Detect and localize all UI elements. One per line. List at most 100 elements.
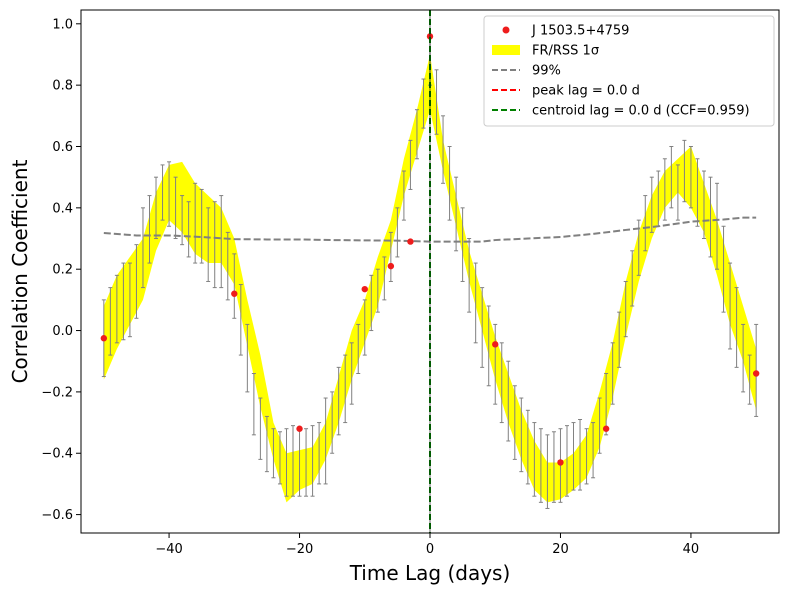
- ccf-point: [231, 290, 238, 297]
- errorbar: [434, 69, 439, 135]
- legend-band-patch: [492, 45, 520, 55]
- errorbar: [512, 385, 517, 460]
- y-tick-label: −0.4: [41, 447, 73, 462]
- legend-box: [483, 15, 775, 127]
- errorbar: [636, 219, 641, 276]
- x-axis-ticks: −40 −20 0 20 40: [155, 533, 699, 557]
- errorbar: [564, 425, 569, 497]
- errorbar: [421, 78, 426, 129]
- y-tick-label: −0.2: [41, 385, 73, 400]
- errorbar: [656, 170, 661, 227]
- errorbar: [649, 176, 654, 233]
- errorbar: [701, 170, 706, 240]
- errorbar: [591, 422, 596, 479]
- errorbar: [395, 207, 400, 258]
- x-tick-label: 20: [552, 542, 569, 557]
- ccf-points-layer: [100, 33, 760, 466]
- errorbar: [486, 305, 491, 387]
- errorbar: [467, 238, 472, 313]
- errorbar: [134, 244, 139, 319]
- errorbar: [362, 299, 367, 356]
- errorbar: [545, 434, 550, 509]
- ccf-point: [407, 238, 414, 245]
- errorbar: [747, 354, 752, 405]
- ccf-point: [296, 425, 303, 432]
- errorbar: [532, 422, 537, 497]
- errorbar: [245, 323, 250, 393]
- errorbar: [212, 201, 217, 289]
- ccf-point: [492, 341, 499, 348]
- x-axis-label: Time Lag (days): [349, 561, 511, 585]
- errorbar: [734, 287, 739, 368]
- errorbar: [741, 323, 746, 393]
- fr-rss-band: [103, 54, 757, 503]
- errorbar: [408, 139, 413, 190]
- y-axis-label: Correlation Coefficient: [8, 159, 32, 383]
- errorbar: [682, 139, 687, 203]
- y-tick-label: 0.4: [52, 201, 73, 216]
- ccf-point: [752, 370, 760, 377]
- errorbar: [630, 250, 635, 307]
- significance-layer: [103, 216, 757, 243]
- legend: J 1503.5+4759 FR/RSS 1σ 99% peak lag = 0…: [483, 15, 775, 127]
- errorbar: [114, 274, 119, 344]
- y-tick-label: 0.6: [52, 140, 73, 155]
- ccf-point: [387, 262, 395, 270]
- ccf-point: [557, 459, 564, 466]
- errorbar: [493, 323, 498, 405]
- errorbar: [721, 225, 726, 313]
- errorbar: [525, 409, 530, 485]
- errorbar: [675, 164, 680, 221]
- errorbar: [617, 311, 622, 368]
- errorbar: [356, 323, 361, 374]
- errorbar: [369, 274, 374, 332]
- errorbar: [382, 256, 387, 301]
- errorbar: [349, 342, 354, 405]
- errorbar: [121, 262, 126, 341]
- legend-peak-label: peak lag = 0.0 d: [532, 84, 640, 99]
- errorbar: [538, 428, 543, 503]
- y-tick-label: −0.6: [41, 508, 73, 523]
- errorbar: [604, 372, 609, 436]
- errorbar: [519, 397, 524, 473]
- errorbar: [167, 161, 172, 227]
- errorbar: [140, 207, 145, 289]
- errorbar: [232, 253, 237, 319]
- legend-centroid-label: centroid lag = 0.0 d (CCF=0.959): [532, 104, 750, 119]
- errorbar: [206, 207, 211, 282]
- errorbar: [571, 422, 576, 491]
- fr-rss-band-layer: [103, 54, 757, 503]
- errorbar: [662, 158, 667, 221]
- errorbar: [414, 109, 419, 160]
- errorbar: [219, 195, 224, 289]
- legend-points-marker: [502, 26, 510, 34]
- y-axis-ticks: −0.6 −0.4 −0.2 0.0 0.2 0.4 0.6 0.8 1.0: [41, 17, 81, 523]
- errorbar: [277, 431, 282, 485]
- errorbar: [447, 146, 452, 221]
- errorbar: [323, 397, 328, 485]
- errorbar: [225, 231, 230, 301]
- errorbar: [441, 115, 446, 184]
- errorbar: [610, 342, 615, 405]
- errorbar: [147, 195, 152, 264]
- x-tick-label: 40: [683, 542, 700, 557]
- errorbar: [643, 195, 648, 252]
- errorbar: [291, 425, 296, 497]
- errorbar: [199, 188, 204, 264]
- errorbar: [173, 176, 178, 240]
- errorbar: [578, 419, 583, 491]
- errorbar: [623, 280, 628, 338]
- significance-99-line: [103, 216, 757, 243]
- errorbar: [127, 262, 132, 338]
- errorbar: [154, 176, 159, 240]
- errorbar: [401, 170, 406, 221]
- y-tick-label: 0.2: [52, 263, 73, 278]
- errorbar: [688, 146, 693, 209]
- errorbar: [584, 428, 589, 485]
- ccf-point: [602, 425, 610, 432]
- errorbar: [388, 231, 393, 282]
- errorbar: [238, 284, 243, 356]
- errorbar: [715, 182, 720, 270]
- errorbar: [454, 176, 459, 252]
